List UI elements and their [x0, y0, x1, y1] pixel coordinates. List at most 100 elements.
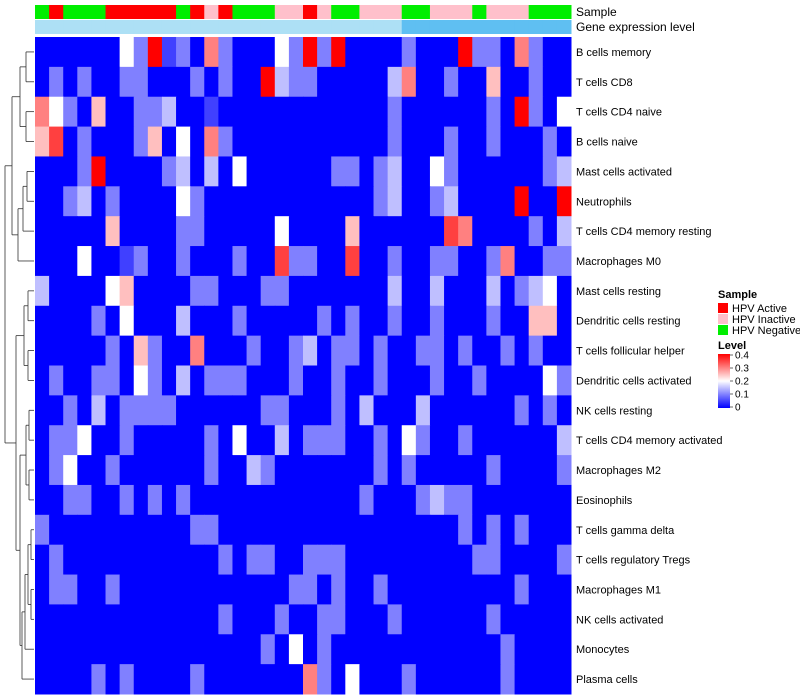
heatmap-cell [218, 425, 233, 456]
heatmap-cell [429, 335, 445, 366]
heatmap-cell [176, 664, 191, 695]
heatmap-cell [444, 544, 459, 576]
heatmap-cell [63, 574, 78, 605]
legend-tick-label: 0.4 [735, 351, 749, 362]
heatmap-cell [274, 455, 290, 486]
sample-annotation-cell [500, 5, 516, 19]
row-label: Neutrophils [576, 196, 632, 208]
heatmap-cell [500, 305, 516, 337]
heatmap-cell [260, 604, 276, 635]
heatmap-cell [542, 66, 558, 98]
heatmap-cell [387, 514, 403, 546]
heatmap-cell [35, 425, 50, 456]
heatmap-cell [542, 425, 558, 456]
heatmap-cell [542, 335, 558, 366]
heatmap-cell [359, 634, 375, 665]
heatmap-cell [218, 484, 233, 516]
heatmap-cell [218, 604, 233, 635]
heatmap-cell [204, 37, 219, 68]
heatmap-cell [444, 425, 459, 456]
heatmap-cell [260, 216, 276, 247]
row-label: B cells memory [576, 47, 652, 59]
heatmap-cell [232, 246, 248, 277]
heatmap-cell [274, 216, 290, 247]
heatmap-cell [260, 365, 276, 396]
heatmap-cell [528, 156, 544, 187]
heatmap-cell [161, 544, 177, 576]
expression-annotation-cell [260, 20, 276, 34]
heatmap-cell [373, 96, 389, 128]
row-label: Mast cells activated [576, 166, 672, 178]
legend-entry-label: HPV Negative [732, 325, 800, 337]
heatmap-cell [415, 126, 431, 157]
heatmap-cell [119, 514, 135, 546]
heatmap-cell [260, 664, 276, 695]
heatmap-cell [486, 186, 501, 217]
legend-level-ticks: 0.4 0.3 0.2 0.1 0 [730, 351, 749, 414]
heatmap-cell [260, 455, 276, 486]
heatmap-cell [190, 216, 205, 247]
heatmap-cell [190, 425, 205, 456]
expression-annotation-cell [176, 20, 191, 34]
heatmap-cell [119, 216, 135, 247]
heatmap-cell [317, 126, 332, 157]
heatmap-cell [161, 455, 177, 486]
heatmap-cell [190, 335, 205, 366]
heatmap-cell [105, 484, 121, 516]
heatmap-cell [190, 634, 205, 665]
heatmap-cell [486, 484, 501, 516]
heatmap-cell [218, 574, 233, 605]
heatmap-cell [274, 335, 290, 366]
heatmap-cell [345, 246, 360, 277]
heatmap-cell [119, 544, 135, 576]
heatmap-cell [458, 544, 473, 576]
heatmap-cell [49, 66, 64, 98]
heatmap-cell [232, 425, 248, 456]
heatmap-cell [359, 246, 375, 277]
heatmap-cell [359, 544, 375, 576]
heatmap-cell [373, 126, 389, 157]
heatmap-cell [514, 664, 530, 695]
heatmap-cell [528, 484, 544, 516]
legend-sample-title: Sample [718, 289, 757, 301]
heatmap-cell [429, 246, 445, 277]
heatmap-cell [49, 126, 64, 157]
heatmap-cell [105, 514, 121, 546]
heatmap-cell [345, 275, 360, 307]
heatmap-cell [35, 96, 50, 128]
heatmap-cell [274, 484, 290, 516]
heatmap-cell [556, 634, 572, 665]
heatmap-cell [429, 395, 445, 426]
row-label: T cells regulatory Tregs [576, 555, 691, 567]
heatmap-cell [232, 66, 248, 98]
heatmap-cell [91, 574, 107, 605]
heatmap-cell [303, 604, 318, 635]
sample-annotation-cell [147, 5, 163, 19]
heatmap-cell [91, 365, 107, 396]
heatmap-cell [415, 96, 431, 128]
heatmap-cell [458, 156, 473, 187]
heatmap-cell [288, 275, 304, 307]
heatmap-cell [91, 664, 107, 695]
heatmap-cell [401, 156, 417, 187]
heatmap-cell [359, 126, 375, 157]
heatmap-cell [274, 186, 290, 217]
heatmap-cell [528, 126, 544, 157]
heatmap-cell [429, 305, 445, 337]
heatmap-cell [359, 216, 375, 247]
expression-annotation-cell [486, 20, 501, 34]
heatmap-cell [542, 246, 558, 277]
heatmap-cell [401, 634, 417, 665]
heatmap-cell [429, 544, 445, 576]
heatmap-cell [77, 37, 92, 68]
legend-tick-label: 0.2 [735, 377, 749, 388]
expression-annotation-cell [303, 20, 318, 34]
heatmap-cell [528, 425, 544, 456]
heatmap-cell [401, 126, 417, 157]
heatmap-cell [133, 216, 149, 247]
heatmap-cells [35, 37, 572, 695]
heatmap-cell [35, 514, 50, 546]
heatmap-cell [415, 544, 431, 576]
